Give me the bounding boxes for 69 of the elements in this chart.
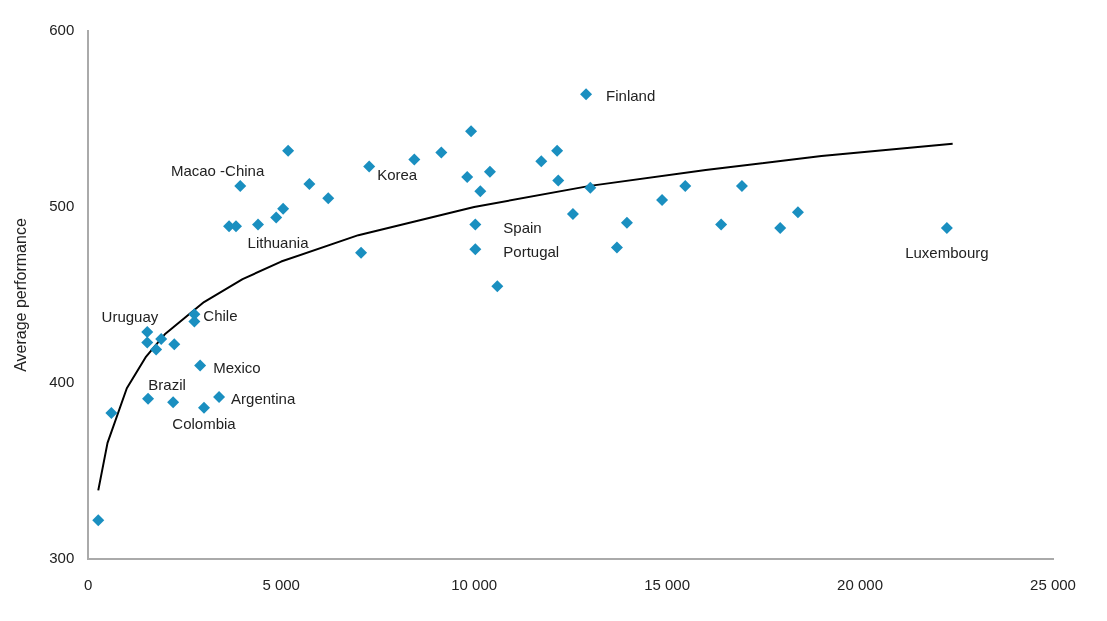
point (580, 88, 593, 101)
point (234, 179, 247, 192)
x-tick-label: 0 (84, 576, 93, 594)
point (474, 185, 487, 198)
point (168, 338, 181, 351)
point (461, 171, 474, 184)
point (141, 325, 154, 338)
x-tick-label: 10 000 (451, 576, 498, 594)
annotation: Colombia (172, 414, 237, 432)
point (469, 243, 482, 256)
annotation: Uruguay (101, 308, 159, 326)
point (282, 144, 295, 157)
point (198, 401, 210, 414)
point (656, 193, 669, 206)
point (566, 208, 579, 221)
point (408, 153, 421, 166)
y-tick-label: 500 (49, 197, 75, 215)
annotation: Korea (377, 165, 418, 183)
y-tick-label: 300 (49, 549, 75, 567)
point (167, 396, 180, 409)
point (465, 125, 478, 138)
x-tick-label: 20 000 (837, 576, 883, 594)
point (105, 406, 118, 419)
point (252, 218, 265, 231)
point (277, 202, 290, 215)
point (155, 333, 168, 345)
point (584, 181, 597, 194)
point (940, 222, 953, 235)
point (535, 155, 548, 168)
point (791, 206, 804, 219)
annotation: Spain (503, 218, 542, 236)
point (213, 391, 226, 404)
point (270, 211, 283, 224)
point (552, 174, 565, 187)
annotation: Portugal (503, 243, 560, 261)
y-axis-title: Average performance (12, 218, 30, 372)
point (774, 222, 787, 235)
x-tick-label: 15 000 (644, 576, 691, 594)
point (483, 165, 496, 178)
point (435, 146, 448, 159)
point (679, 179, 692, 192)
annotation: Luxembourg (905, 244, 989, 262)
point (92, 514, 105, 527)
point (491, 280, 504, 293)
y-tick-label: 400 (49, 373, 75, 391)
annotation: Finland (606, 86, 656, 104)
point (551, 144, 564, 157)
point (363, 160, 376, 173)
point (303, 178, 316, 191)
annotation: Argentina (231, 390, 296, 408)
point (620, 216, 633, 229)
point (469, 218, 482, 231)
point (194, 359, 207, 372)
point (141, 336, 154, 349)
point (610, 241, 623, 254)
point (142, 392, 155, 405)
x-tick-label: 5 000 (262, 576, 300, 594)
annotation: Lithuania (247, 233, 310, 251)
annotation: Mexico (213, 358, 261, 376)
annotation: Brazil (148, 375, 186, 393)
point (355, 246, 368, 259)
x-tick-label: 25 000 (1030, 576, 1076, 594)
annotation: Macao -China (170, 162, 265, 180)
annotation: Chile (203, 306, 238, 324)
y-tick-label: 600 (49, 21, 75, 39)
point (322, 192, 335, 205)
point (715, 218, 728, 231)
point (735, 179, 748, 192)
point (150, 343, 163, 356)
